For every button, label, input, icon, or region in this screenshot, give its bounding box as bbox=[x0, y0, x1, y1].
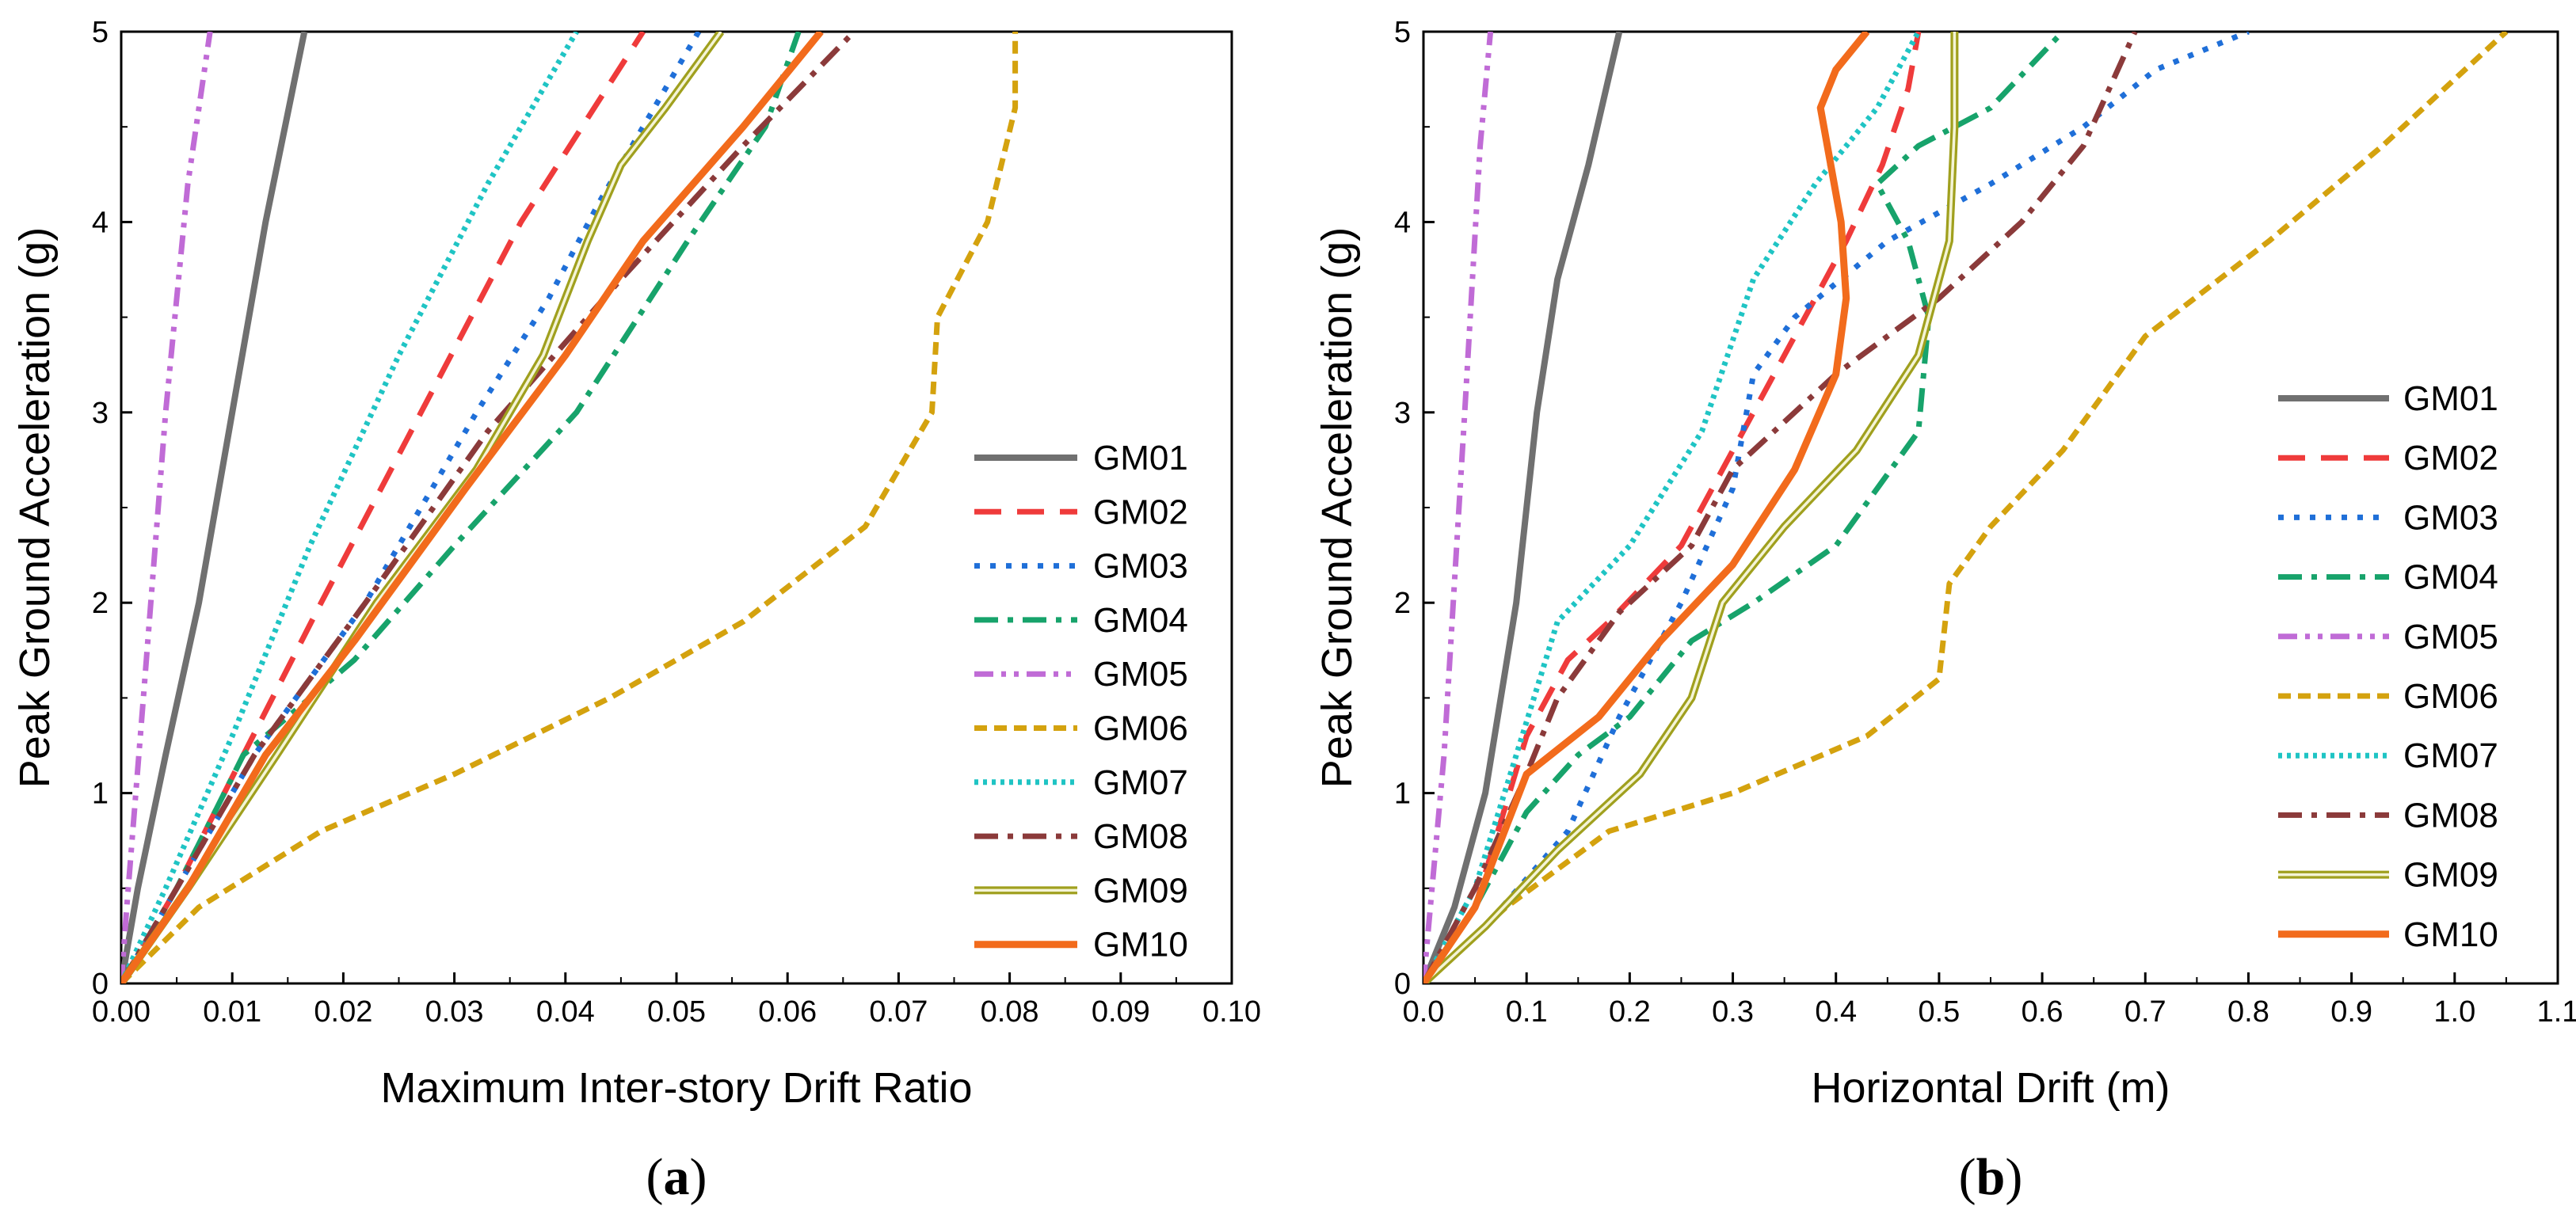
y-tick-label: 3 bbox=[1394, 397, 1411, 430]
x-tick-label: 0.02 bbox=[314, 995, 372, 1029]
y-tick-label: 1 bbox=[92, 778, 109, 811]
legend-label-gm06: GM06 bbox=[2403, 677, 2498, 716]
y-axis-title: Peak Ground Acceleration (g) bbox=[11, 227, 59, 788]
y-tick-label: 4 bbox=[92, 206, 109, 239]
series-line-gm06 bbox=[1423, 32, 2509, 983]
panel-b-line-chart: 0.0 0.1 0.2 0.3 0.4 0.5 0.6 0.7 0.8 0.9 1.0 1.1 0 1 2 3… bbox=[1313, 16, 2576, 1206]
series-line-gm10 bbox=[1423, 32, 1870, 983]
x-tick-label: 0.8 bbox=[2227, 995, 2269, 1029]
legend-label-gm09: GM09 bbox=[2403, 856, 2498, 895]
plot-frame bbox=[120, 30, 1233, 985]
x-tick-label: 0.06 bbox=[758, 995, 817, 1029]
legend-label-gm02: GM02 bbox=[2403, 439, 2498, 477]
legend-label-gm05: GM05 bbox=[2403, 618, 2498, 656]
x-tick-label: 0.1 bbox=[1506, 995, 1548, 1029]
y-tick-label: 3 bbox=[92, 397, 109, 430]
x-tick-label: 0.10 bbox=[1202, 995, 1261, 1029]
legend-label-gm10: GM10 bbox=[2403, 915, 2498, 954]
series-line-gm03 bbox=[121, 32, 702, 983]
legend-label-gm07: GM07 bbox=[2403, 736, 2498, 775]
x-tick-label: 1.0 bbox=[2433, 995, 2475, 1029]
x-tick-label: 0.01 bbox=[203, 995, 261, 1029]
series-line-gm08 bbox=[121, 32, 856, 983]
series-line-gm05 bbox=[121, 32, 213, 983]
legend-label-gm01: GM01 bbox=[1093, 439, 1188, 477]
series-line-gm08 bbox=[1423, 32, 2138, 983]
legend-label-gm10: GM10 bbox=[1093, 926, 1188, 964]
y-tick-label: 2 bbox=[1394, 587, 1411, 620]
series-line-gm04 bbox=[1423, 32, 2065, 983]
x-tick-label: 0.04 bbox=[536, 995, 595, 1029]
legend-label-gm08: GM08 bbox=[2403, 796, 2498, 835]
legend-label-gm04: GM04 bbox=[2403, 558, 2498, 597]
panel-a-line-chart: 0.00 0.01 0.02 0.03 0.04 0.05 0.06 0.07 0.08 0.09… bbox=[11, 16, 1261, 1206]
legend-label-gm02: GM02 bbox=[1093, 493, 1188, 531]
series-line-gm07 bbox=[1423, 32, 1921, 983]
y-tick-label: 4 bbox=[1394, 206, 1411, 239]
legend-label-gm05: GM05 bbox=[1093, 655, 1188, 694]
y-tick-label: 2 bbox=[92, 587, 109, 620]
y-tick-label: 0 bbox=[92, 968, 109, 1001]
series-line-inner-gm09 bbox=[121, 32, 722, 983]
x-tick-label: 0.07 bbox=[869, 995, 928, 1029]
y-tick-label: 5 bbox=[92, 16, 109, 49]
x-tick-label: 0.4 bbox=[1815, 995, 1857, 1029]
legend: GM01 GM02 GM03 GM04 GM05 GM06 GM07 GM08 GM09 GM10 bbox=[2278, 379, 2498, 954]
x-tick-label: 0.00 bbox=[92, 995, 151, 1029]
series-line-gm10 bbox=[121, 32, 824, 983]
legend: GM01 GM02 GM03 GM04 GM05 GM06 GM07 GM08 GM09 GM10 bbox=[974, 439, 1188, 964]
x-tick-label: 1.1 bbox=[2537, 995, 2576, 1029]
legend-label-gm07: GM07 bbox=[1093, 763, 1188, 802]
x-tick-label: 0.6 bbox=[2022, 995, 2063, 1029]
legend-label-gm03: GM03 bbox=[2403, 498, 2498, 537]
series-line-gm01 bbox=[1423, 32, 1623, 983]
x-axis-title: Horizontal Drift (m) bbox=[1811, 1064, 2170, 1112]
legend-label-gm04: GM04 bbox=[1093, 601, 1188, 640]
x-tick-label: 0.05 bbox=[647, 995, 706, 1029]
x-axis-title: Maximum Inter-story Drift Ratio bbox=[380, 1064, 972, 1112]
legend-label-gm01: GM01 bbox=[2403, 379, 2498, 418]
x-tick-label: 0.5 bbox=[1918, 995, 1960, 1029]
x-tick-label: 0.7 bbox=[2124, 995, 2166, 1029]
x-tick-label: 0.3 bbox=[1712, 995, 1754, 1029]
series-line-gm09 bbox=[121, 32, 725, 983]
x-tick-label: 0.09 bbox=[1092, 995, 1150, 1029]
legend-label-gm03: GM03 bbox=[1093, 547, 1188, 586]
y-tick-label: 1 bbox=[1394, 778, 1411, 811]
series-line-gm06 bbox=[121, 32, 1019, 983]
x-tick-label: 0.08 bbox=[981, 995, 1039, 1029]
series-line-gm02 bbox=[1423, 32, 1922, 983]
x-tick-label: 0.2 bbox=[1609, 995, 1651, 1029]
series-line-inner-gm09 bbox=[1423, 32, 1957, 983]
series-line-gm05 bbox=[1423, 32, 1494, 983]
y-tick-label: 0 bbox=[1394, 968, 1411, 1001]
y-axis-title: Peak Ground Acceleration (g) bbox=[1313, 227, 1361, 788]
legend-label-gm09: GM09 bbox=[1093, 871, 1188, 910]
x-tick-label: 0.03 bbox=[425, 995, 484, 1029]
y-tick-label: 5 bbox=[1394, 16, 1411, 49]
series-line-gm03 bbox=[1423, 32, 2250, 983]
legend-label-gm06: GM06 bbox=[1093, 709, 1188, 748]
series-line-gm04 bbox=[121, 32, 802, 983]
x-tick-label: 0.9 bbox=[2330, 995, 2372, 1029]
panel-label: (a) bbox=[646, 1148, 707, 1206]
series-line-gm07 bbox=[121, 32, 579, 983]
x-tick-label: 0.0 bbox=[1403, 995, 1445, 1029]
panel-label: (b) bbox=[1959, 1148, 2023, 1206]
legend-label-gm08: GM08 bbox=[1093, 817, 1188, 856]
series-line-gm01 bbox=[121, 32, 308, 983]
